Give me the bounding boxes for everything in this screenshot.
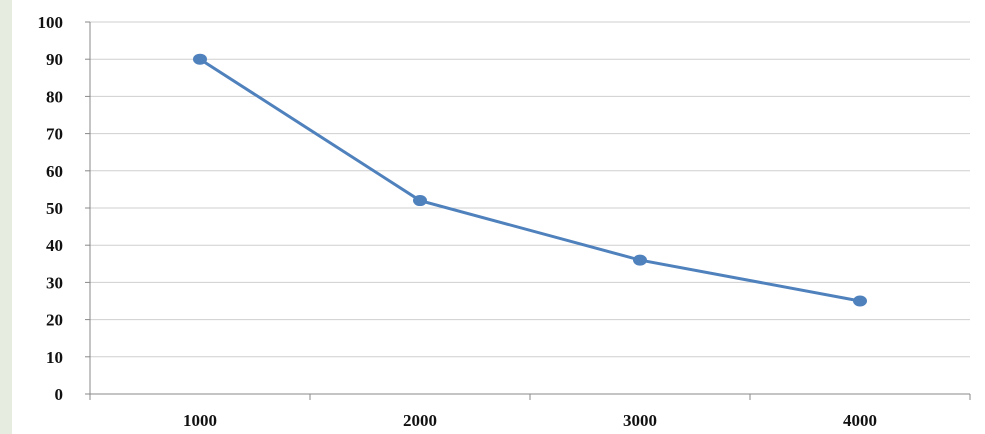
x-tick-label: 2000 [403,411,437,430]
data-point [193,53,207,65]
data-point [853,295,867,307]
y-tick-label: 10 [46,348,63,367]
y-tick-label: 0 [55,385,64,404]
data-point [633,254,647,266]
y-tick-label: 30 [46,273,63,292]
y-tick-label: 40 [46,236,63,255]
y-tick-label: 50 [46,199,63,218]
y-tick-label: 20 [46,311,63,330]
y-tick-label: 80 [46,87,63,106]
series-line [199,57,861,303]
y-tick-label: 90 [46,50,63,69]
y-tick-label: 100 [38,13,64,32]
data-point [413,195,427,207]
x-tick-label: 3000 [623,411,657,430]
x-tick-label: 4000 [843,411,877,430]
chart-panel [12,0,985,434]
x-tick-label: 1000 [183,411,217,430]
y-tick-label: 60 [46,162,63,181]
y-tick-label: 70 [46,125,63,144]
left-border [0,0,12,434]
